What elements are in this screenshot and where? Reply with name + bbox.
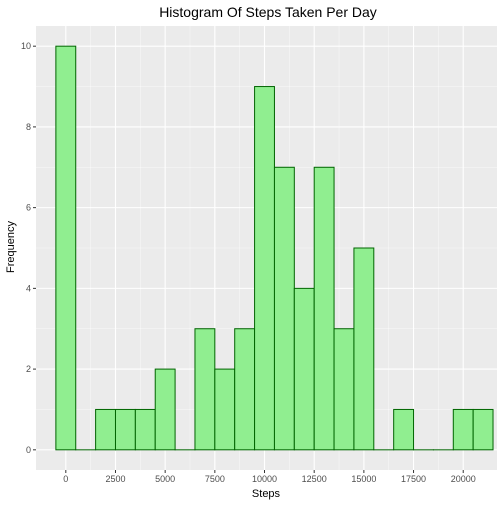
histogram-bar	[115, 409, 135, 449]
histogram-bar	[135, 409, 155, 449]
y-tick-label: 4	[26, 283, 31, 293]
x-tick-label: 17500	[401, 474, 426, 484]
x-tick-label: 10000	[252, 474, 277, 484]
histogram-bar	[274, 167, 294, 450]
x-axis-ticks: 0 2500 5000 7500 10000 12500 15000 17500 20000	[63, 470, 475, 484]
histogram-bar	[394, 409, 414, 449]
histogram-bar	[334, 329, 354, 450]
histogram-bar	[56, 46, 76, 450]
y-axis-title: Frequency	[5, 221, 17, 273]
histogram-bar	[195, 329, 215, 450]
chart-title: Histogram Of Steps Taken Per Day	[159, 4, 377, 20]
histogram-bar	[294, 288, 314, 449]
histogram-bar	[314, 167, 334, 450]
y-tick-label: 6	[26, 203, 31, 213]
histogram-bar	[453, 409, 473, 449]
y-tick-label: 2	[26, 364, 31, 374]
histogram-bar	[255, 87, 275, 450]
x-tick-label: 12500	[302, 474, 327, 484]
histogram-bar	[96, 409, 116, 449]
x-axis-title: Steps	[252, 488, 281, 500]
histogram-bar	[215, 369, 235, 450]
y-tick-label: 0	[26, 445, 31, 455]
histogram-bar	[473, 409, 493, 449]
y-axis-ticks: 0 2 4 6 8 10	[21, 41, 36, 455]
x-tick-label: 5000	[155, 474, 175, 484]
y-tick-label: 8	[26, 122, 31, 132]
y-tick-label: 10	[21, 41, 31, 51]
histogram-bar	[155, 369, 175, 450]
histogram-bar	[235, 329, 255, 450]
x-tick-label: 2500	[105, 474, 125, 484]
x-tick-label: 15000	[351, 474, 376, 484]
x-tick-label: 20000	[451, 474, 476, 484]
histogram-bar	[354, 248, 374, 450]
x-tick-label: 0	[63, 474, 68, 484]
x-tick-label: 7500	[205, 474, 225, 484]
